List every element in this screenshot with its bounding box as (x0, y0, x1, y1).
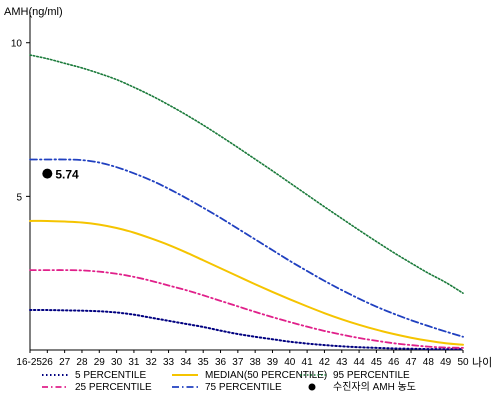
patient-amh-value-label: 5.74 (55, 168, 79, 182)
x-tick-label: 36 (215, 357, 227, 368)
x-tick-label: 32 (146, 357, 158, 368)
x-tick-label: 29 (94, 357, 106, 368)
x-tick-label: 46 (388, 357, 400, 368)
series-95-percentile (29, 54, 464, 294)
x-tick-label: 34 (180, 357, 192, 368)
x-axis-label: 나이 (472, 356, 492, 369)
x-tick-label: 31 (128, 357, 140, 368)
x-tick-label: 43 (336, 357, 348, 368)
legend-label: 75 PERCENTILE (205, 382, 282, 393)
legend-label: 수진자의 AMH 농도 (333, 381, 416, 393)
series-25-percentile (29, 269, 464, 349)
legend-label: 25 PERCENTILE (75, 382, 152, 393)
x-tick-label: 40 (284, 357, 296, 368)
legend-label: 5 PERCENTILE (75, 370, 146, 381)
x-tick-label: 38 (250, 357, 262, 368)
legend-marker-swatch (308, 383, 316, 391)
patient-marker: 5.74 (42, 168, 79, 182)
y-axis-label: AMH(ng/ml) (4, 6, 63, 18)
x-tick-label: 42 (319, 357, 331, 368)
x-tick-label: 45 (371, 357, 383, 368)
y-tick-label: 5 (16, 192, 22, 203)
legend-label: MEDIAN(50 PERCENTILE) (205, 370, 327, 381)
y-tick-label: 10 (11, 39, 23, 50)
x-tick-label: 26 (42, 357, 54, 368)
x-tick-label: 28 (76, 357, 88, 368)
x-tick-label: 35 (198, 357, 210, 368)
x-tick-label: 47 (405, 357, 417, 368)
series-lines (29, 54, 464, 351)
patient-amh-point (42, 168, 53, 179)
x-tick-label: 49 (440, 357, 452, 368)
y-ticks: 5 10 (11, 39, 30, 203)
series-median-50-percentile (29, 219, 464, 346)
x-tick-label: 16-25 (16, 357, 42, 368)
series-75-percentile (29, 158, 464, 338)
series-5-percentile (29, 309, 464, 351)
x-tick-label: 33 (163, 357, 175, 368)
x-tick-label: 30 (111, 357, 123, 368)
x-tick-label: 37 (232, 357, 244, 368)
x-ticks: 16-25 26 27 28 29 30 31 32 33 34 35 36 37 38 39 40 41 42 4… (16, 350, 469, 368)
legend-label: 95 PERCENTILE (333, 370, 410, 381)
x-tick-label: 44 (354, 357, 366, 368)
x-tick-label: 41 (302, 357, 314, 368)
x-tick-label: 39 (267, 357, 279, 368)
x-tick-label: 50 (457, 357, 469, 368)
x-tick-label: 48 (423, 357, 435, 368)
x-tick-label: 27 (59, 357, 71, 368)
